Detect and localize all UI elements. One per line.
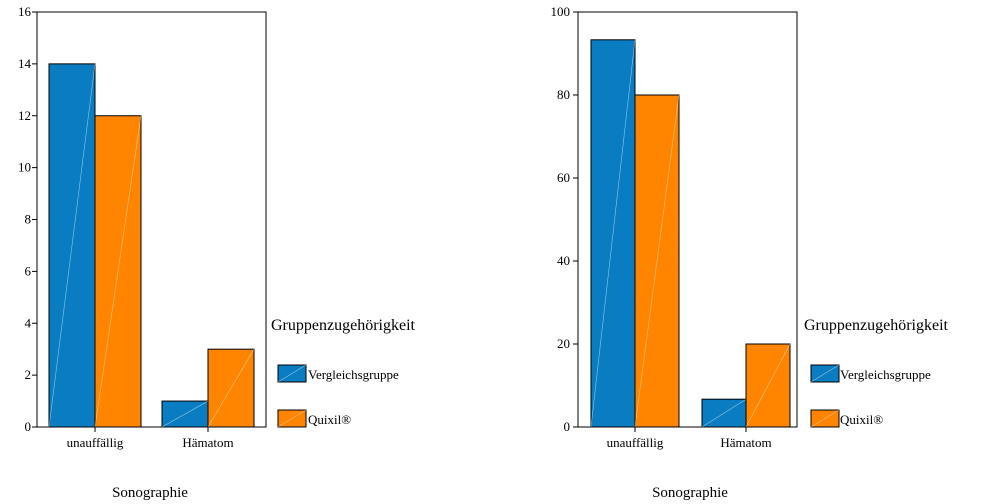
x-tick-label-unauffallig: unauffällig: [607, 435, 664, 450]
legend-title: Gruppenzugehörigkeit: [804, 317, 949, 334]
x-axis-title: Sonographie: [652, 485, 728, 501]
legend-swatch-shine: [277, 364, 307, 383]
bar-shine: [634, 94, 680, 428]
legend-swatch-shine: [810, 364, 840, 383]
legend-label-vergleichsgruppe: Vergleichsgruppe: [840, 367, 931, 382]
bar-shine: [745, 343, 791, 428]
bar-shine: [161, 400, 209, 428]
bar-shine: [701, 398, 747, 428]
y-tick-label: 60: [557, 170, 570, 185]
legend-swatch-shine: [277, 409, 307, 428]
x-tick-label-hamatom: Hämatom: [720, 435, 771, 450]
y-tick-label: 4: [25, 315, 32, 330]
y-tick-label: 16: [18, 4, 32, 19]
legend-label-quixil: Quixil®: [308, 412, 351, 427]
legend-label-vergleichsgruppe: Vergleichsgruppe: [308, 367, 399, 382]
y-tick-label: 0: [564, 419, 571, 434]
legend-label-quixil: Quixil®: [840, 412, 883, 427]
y-tick-label: 0: [25, 419, 32, 434]
bar-shine: [590, 39, 636, 428]
y-tick-label: 12: [18, 108, 31, 123]
y-tick-label: 20: [557, 336, 570, 351]
chart-panel-right: 0 20 40 60 80 100 unauffällig Hämatom Sonographi…: [551, 4, 949, 501]
bar-shine: [207, 349, 255, 428]
x-tick-label-hamatom: Hämatom: [182, 435, 233, 450]
y-tick-label: 40: [557, 253, 570, 268]
y-tick-label: 2: [25, 367, 32, 382]
y-tick-label: 8: [25, 212, 32, 227]
bar-shine: [94, 115, 142, 428]
y-tick-label: 80: [557, 87, 570, 102]
legend-title: Gruppenzugehörigkeit: [271, 317, 416, 334]
x-axis-title: Sonographie: [112, 485, 188, 501]
y-tick-label: 14: [18, 56, 32, 71]
plot-frame: [577, 11, 798, 428]
y-tick-label: 6: [25, 263, 32, 278]
x-tick-label-unauffallig: unauffällig: [67, 435, 124, 450]
bar-shine: [48, 63, 96, 428]
y-tick-label: 10: [18, 160, 31, 175]
chart-panel-left: 0 2 4 6 8 10 12 14 16 unauffällig Hämatom Sonograph…: [18, 4, 416, 501]
legend-swatch-shine: [810, 409, 840, 428]
y-tick-label: 100: [551, 4, 571, 19]
